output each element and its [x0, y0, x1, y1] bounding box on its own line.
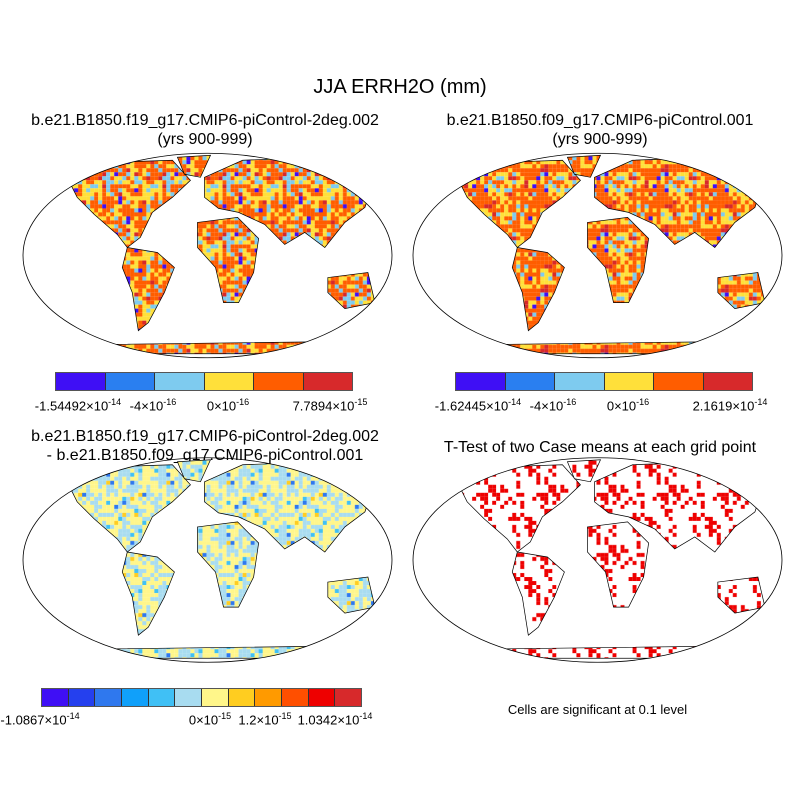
colorbar-swatch [228, 689, 256, 706]
panel4-title: T-Test of two Case means at each grid po… [443, 439, 757, 456]
continent-north-america [66, 464, 191, 553]
continent-africa [587, 217, 650, 303]
continent-north-america [66, 159, 191, 248]
map-panel-ttest [412, 457, 783, 663]
colorbar-tick-label: 1.2×10-15 [238, 711, 292, 728]
colorbar-swatch [303, 373, 352, 390]
colorbar-tick-label: -4×10-16 [529, 397, 577, 414]
colorbar-swatch [335, 689, 362, 706]
colorbar-tick-label: 1.0342×10-14 [297, 711, 373, 728]
colorbar-tick-label: -1.0867×10-14 [0, 711, 80, 728]
colorbar-swatch [255, 689, 283, 706]
colorbar-tick-label: 0×10-15 [188, 711, 232, 728]
panel3-title-line1: b.e21.B1850.f19_g17.CMIP6-piControl-2deg… [31, 428, 379, 445]
colorbar-swatch [56, 373, 106, 390]
colorbar-case1 [55, 372, 353, 391]
colorbar-difference [41, 688, 362, 707]
colorbar-case2 [455, 372, 753, 391]
colorbar-swatch [202, 689, 229, 706]
map-border [412, 457, 783, 663]
colorbar-swatch [175, 689, 203, 706]
continent-africa [587, 521, 650, 608]
colorbar-tick-label: 2.1619×10-14 [692, 397, 768, 414]
colorbar-swatch [654, 373, 704, 390]
continent-south-america [121, 247, 175, 332]
panel2-title-line2: (yrs 900-999) [552, 131, 648, 148]
panel1-title-line1: b.e21.B1850.f19_g17.CMIP6-piControl-2deg… [31, 112, 379, 129]
panel1-title: b.e21.B1850.f19_g17.CMIP6-piControl-2deg… [0, 111, 410, 149]
colorbar-swatch [155, 373, 205, 390]
colorbar-swatch [505, 373, 555, 390]
colorbar-swatch [42, 689, 69, 706]
continent-africa [197, 217, 260, 303]
colorbar-swatch [254, 373, 304, 390]
colorbar-tick-label: 0×10-16 [606, 397, 650, 414]
continent-greenland [566, 459, 602, 483]
panel1-title-line2: (yrs 900-999) [157, 131, 253, 148]
colorbar-swatch [282, 689, 309, 706]
significance-note: Cells are significant at 0.1 level [507, 702, 688, 717]
colorbar-tick-label: -1.62445×10-14 [434, 397, 522, 414]
colorbar-swatch [68, 689, 96, 706]
panel2-title: b.e21.B1850.f09_g17.CMIP6-piControl.001 … [395, 111, 800, 149]
continent-south-america [511, 247, 565, 332]
continent-greenland [566, 154, 602, 178]
panel3-title-line2: - b.e21.B1850.f09_g17.CMIP6-piControl.00… [46, 447, 364, 464]
colorbar-swatch [604, 373, 654, 390]
continent-australia [327, 272, 376, 310]
map-border [22, 457, 393, 663]
panel2-title-line1: b.e21.B1850.f09_g17.CMIP6-piControl.001 [446, 112, 754, 129]
colorbar-swatch [204, 373, 254, 390]
continent-australia [327, 576, 376, 614]
panel3-title: b.e21.B1850.f19_g17.CMIP6-piControl-2deg… [0, 427, 410, 465]
continent-greenland [176, 154, 212, 178]
colorbar-swatch [703, 373, 752, 390]
colorbar-swatch [95, 689, 123, 706]
continent-australia [717, 576, 766, 614]
colorbar-tick-label: -1.54492×10-14 [34, 397, 122, 414]
map-panel-case1 [22, 152, 393, 359]
map-border [412, 152, 783, 359]
continent-south-america [511, 551, 565, 636]
continent-australia [717, 272, 766, 310]
continent-north-america [456, 464, 581, 553]
colorbar-swatch [105, 373, 155, 390]
colorbar-swatch [148, 689, 176, 706]
colorbar-tick-label: -4×10-16 [129, 397, 177, 414]
colorbar-swatch [555, 373, 605, 390]
continent-greenland [176, 459, 212, 483]
colorbar-swatch [308, 689, 336, 706]
map-panel-case2 [412, 152, 783, 359]
colorbar-tick-label: 7.7894×10-15 [292, 397, 368, 414]
map-border [22, 152, 393, 359]
colorbar-swatch [122, 689, 149, 706]
continent-north-america [456, 159, 581, 248]
colorbar-swatch [456, 373, 506, 390]
colorbar-tick-label: 0×10-16 [206, 397, 250, 414]
map-panel-difference [22, 457, 393, 663]
figure-title: JJA ERRH2O (mm) [313, 76, 487, 98]
continent-africa [197, 521, 260, 608]
continent-south-america [121, 551, 175, 636]
